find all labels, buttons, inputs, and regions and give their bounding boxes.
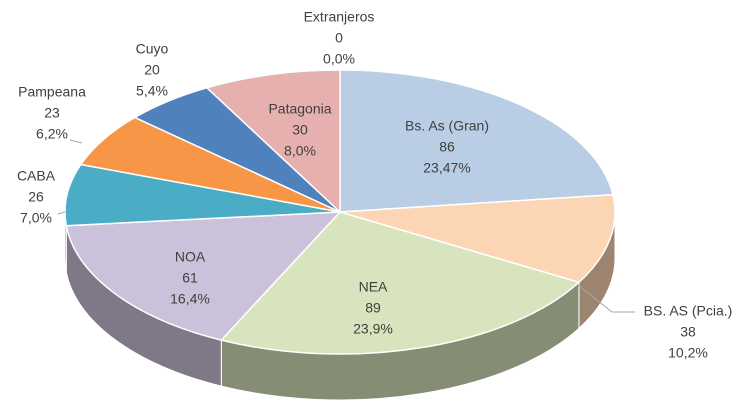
leader-line	[577, 284, 635, 313]
percent-label: 10,2%	[668, 345, 708, 361]
value-label: 26	[28, 189, 44, 205]
slice	[65, 211, 342, 341]
top-faces	[64, 69, 616, 355]
category-label: NEA	[359, 279, 388, 295]
value-label: 30	[292, 122, 308, 138]
slice	[219, 211, 581, 355]
category-label: Extranjeros	[304, 9, 375, 25]
category-label: CABA	[17, 168, 56, 184]
leader-line	[57, 211, 66, 215]
value-label: 61	[182, 270, 198, 286]
percent-label: 23,47%	[423, 160, 470, 176]
percent-label: 7,0%	[20, 210, 52, 226]
percent-label: 5,4%	[136, 83, 168, 99]
category-label: BS. AS (Pcia.)	[644, 303, 733, 319]
category-label: Patagonia	[268, 101, 331, 117]
category-label: Pampeana	[18, 84, 86, 100]
percent-label: 16,4%	[170, 291, 210, 307]
percent-label: 6,2%	[36, 126, 68, 142]
slice	[205, 69, 341, 214]
value-label: 20	[144, 62, 160, 78]
value-label: 86	[439, 139, 455, 155]
category-label: Bs. As (Gran)	[405, 118, 489, 134]
category-label: NOA	[175, 249, 206, 265]
value-label: 89	[365, 300, 381, 316]
percent-label: 23,9%	[353, 321, 393, 337]
percent-label: 0,0%	[323, 51, 355, 67]
category-label: Cuyo	[136, 41, 169, 57]
leader-line	[69, 139, 83, 144]
value-label: 38	[680, 324, 696, 340]
slice	[339, 69, 614, 213]
slice	[339, 193, 616, 284]
value-label: 23	[44, 105, 60, 121]
labels: Bs. As (Gran) 86 23,47% BS. AS (Pcia.) 38 10,…	[17, 9, 732, 361]
slice	[64, 163, 341, 227]
percent-label: 8,0%	[284, 143, 316, 159]
value-label: 0	[335, 30, 343, 46]
